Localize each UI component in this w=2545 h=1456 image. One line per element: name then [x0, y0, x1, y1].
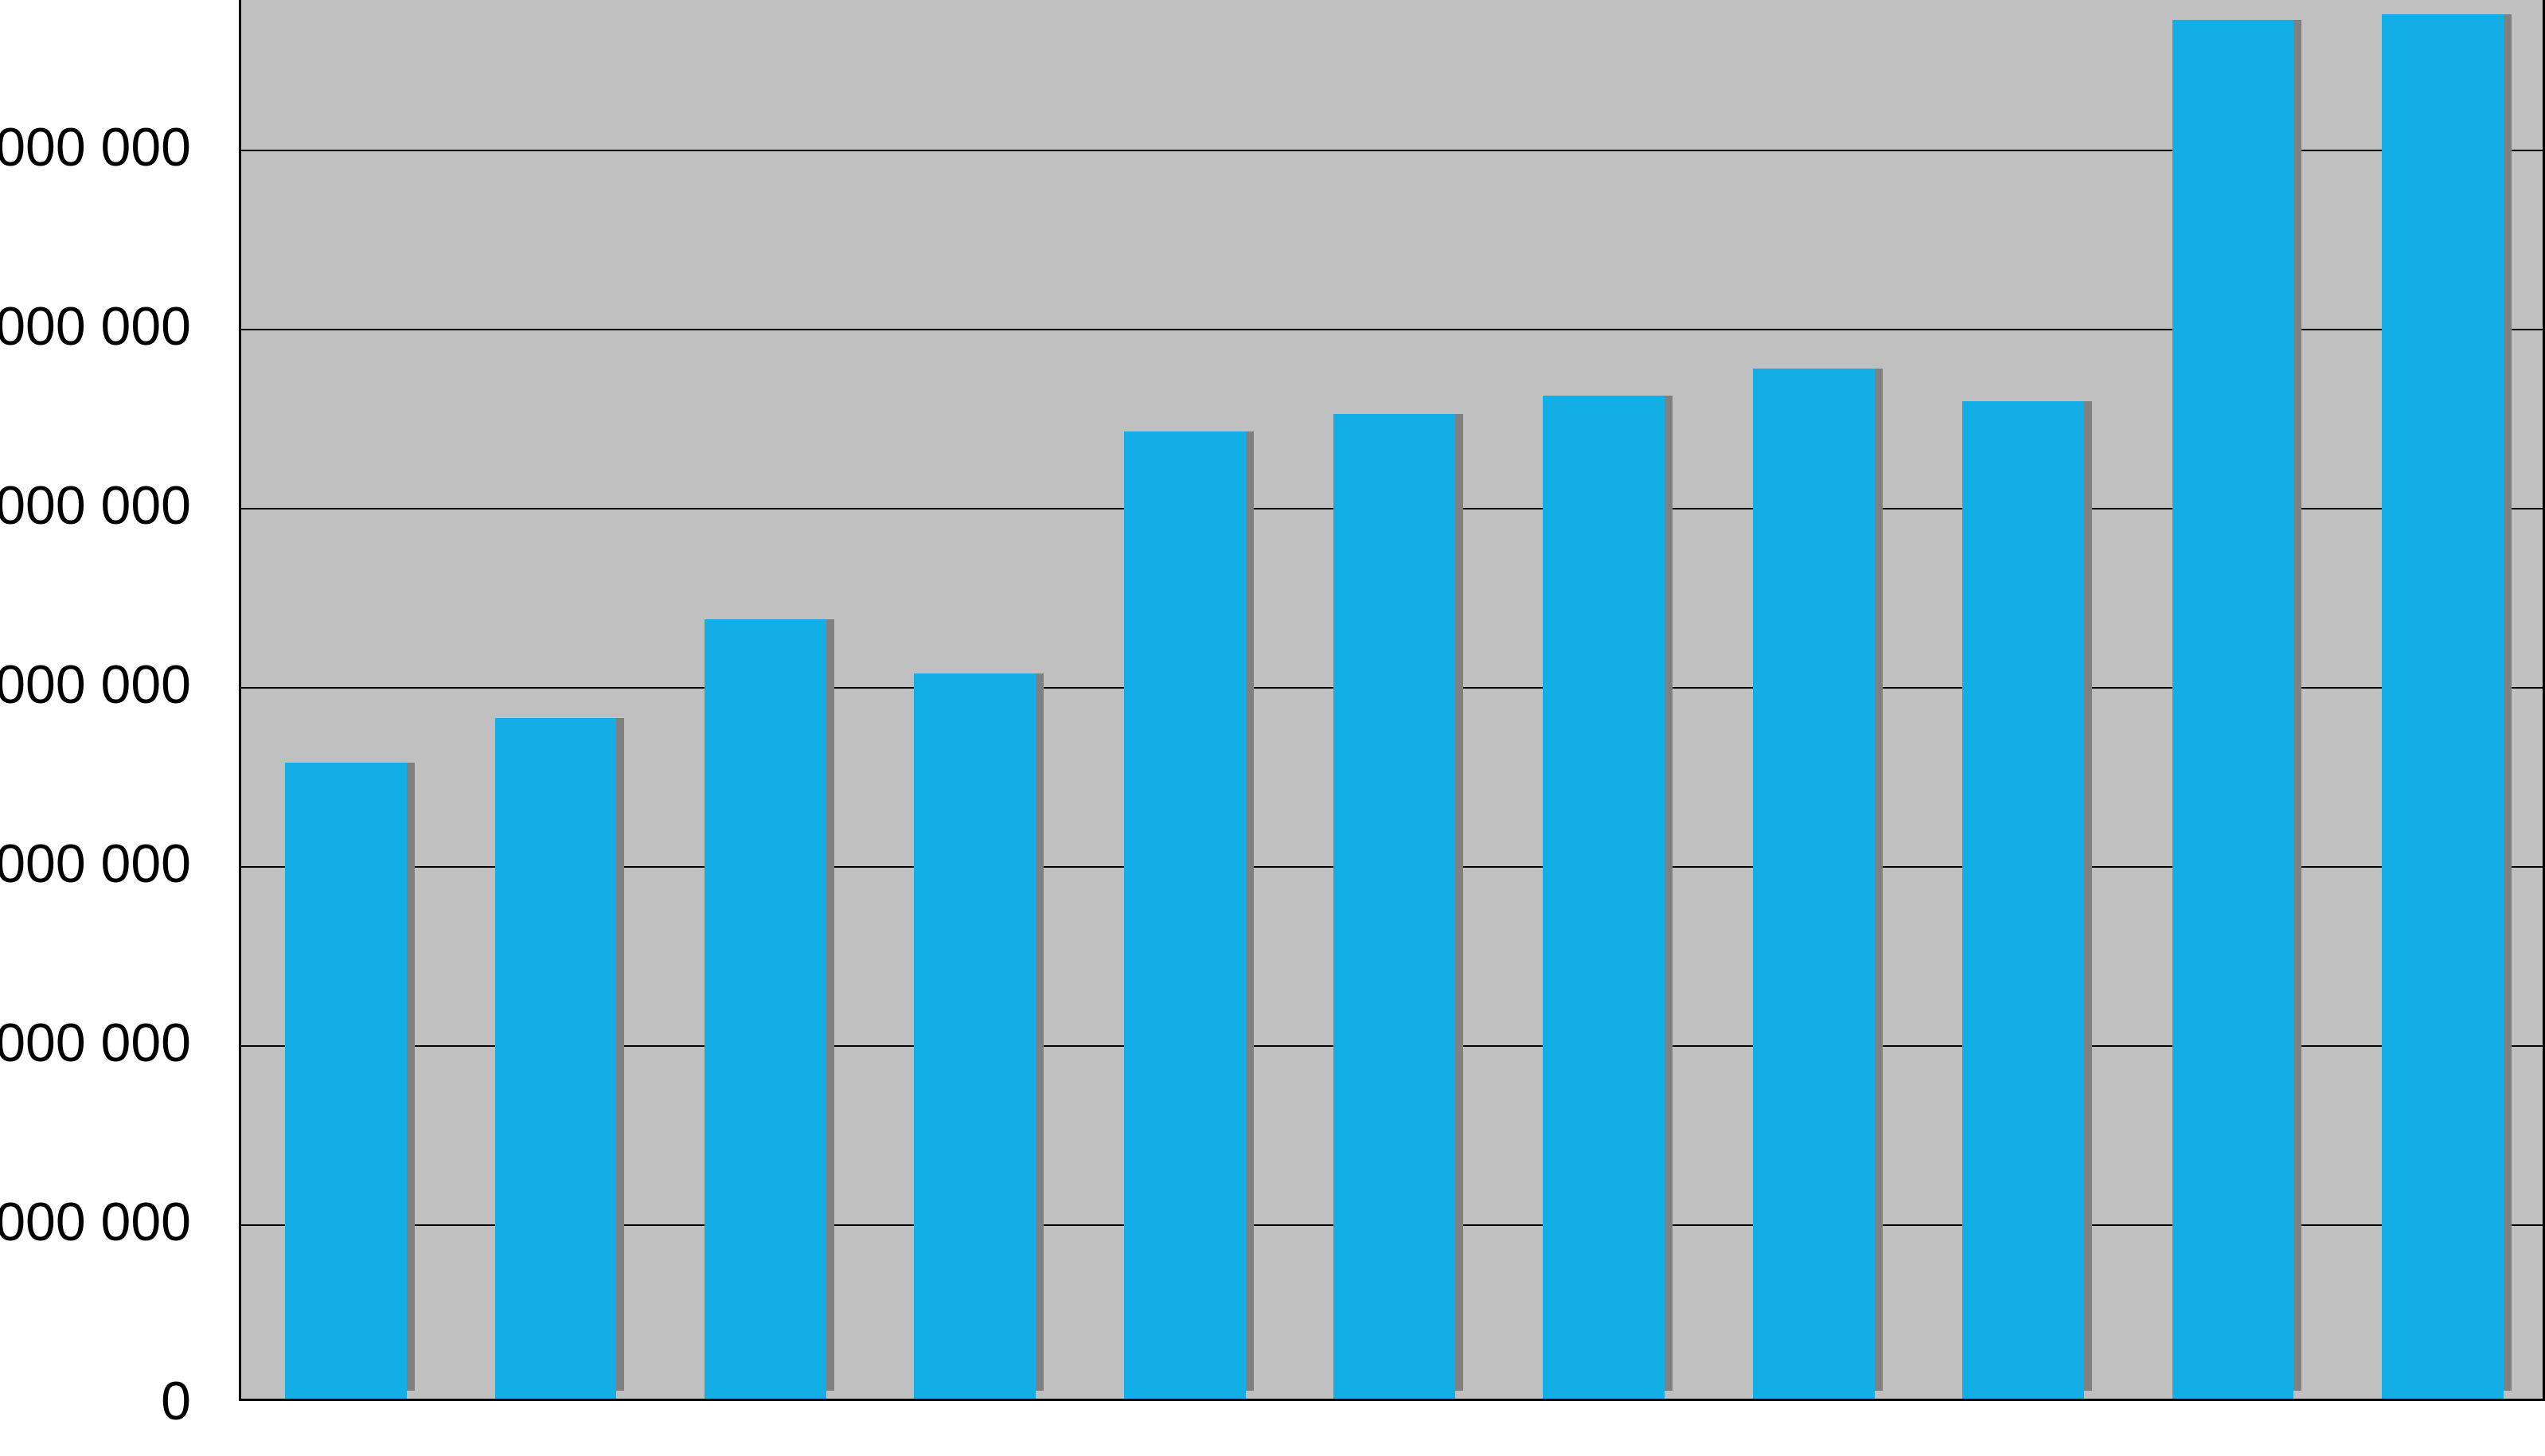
bar [1333, 414, 1455, 1399]
y-tick-label: 0 [161, 1370, 191, 1432]
y-tick-label: 000 000 [0, 1191, 191, 1253]
bar [1753, 369, 1875, 1399]
y-tick-label: 000 000 [0, 654, 191, 716]
bar [2382, 14, 2504, 1399]
bar [914, 673, 1036, 1399]
bar [1124, 431, 1246, 1399]
bar [705, 619, 826, 1399]
y-tick-label: 000 000 [0, 833, 191, 895]
bar [1962, 401, 2084, 1399]
y-tick-label: 000 000 [0, 295, 191, 357]
y-tick-label: 000 000 [0, 1012, 191, 1074]
bar [495, 718, 617, 1399]
y-tick-label: 000 000 [0, 116, 191, 178]
y-axis-labels: 0 000 000 000 000 000 000 000 000 000 000 000 … [0, 0, 223, 1456]
bar [1543, 396, 1665, 1399]
bars-container [241, 0, 2543, 1399]
plot-area [239, 0, 2545, 1401]
bar [285, 763, 407, 1399]
bar-chart: 0 000 000 000 000 000 000 000 000 000 000 000 … [0, 0, 2545, 1456]
y-tick-label: 000 000 [0, 474, 191, 537]
bar [2172, 20, 2294, 1399]
